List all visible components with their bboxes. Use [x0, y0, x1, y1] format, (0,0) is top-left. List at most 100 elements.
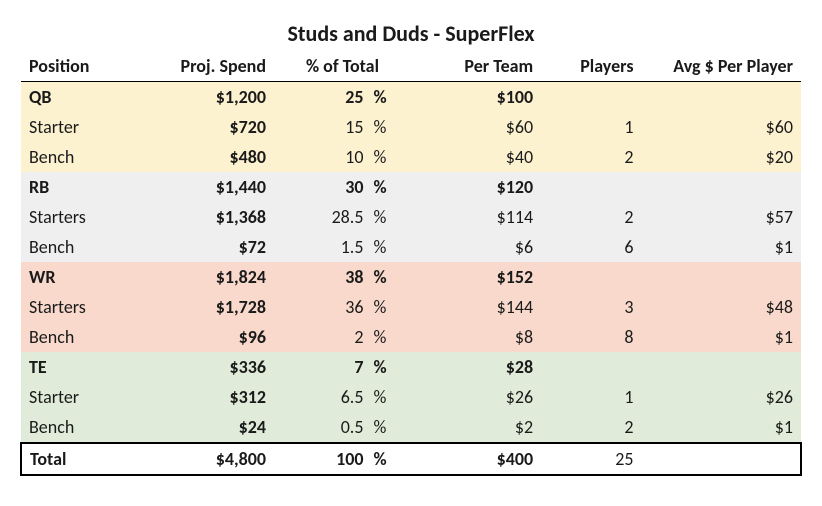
budget-table-container: Studs and Duds - SuperFlex Position Proj…: [20, 20, 802, 476]
header-players: Players: [541, 51, 641, 82]
cell-pct-sym: %: [371, 82, 409, 113]
cell-pct-sym: %: [371, 382, 409, 412]
group-header-qb: QB$1,20025%$100: [21, 82, 801, 113]
cell-perteam: $100: [409, 82, 541, 113]
cell-perteam: $400: [409, 443, 541, 475]
cell-spend: $1,440: [140, 172, 274, 202]
cell-spend: $96: [140, 322, 274, 352]
cell-avg: $26: [642, 382, 801, 412]
cell-spend: $1,824: [140, 262, 274, 292]
cell-pct-num: 38: [274, 262, 371, 292]
cell-perteam: $2: [409, 412, 541, 443]
cell-pct-sym: %: [371, 262, 409, 292]
cell-position: Bench: [21, 142, 140, 172]
cell-avg: $1: [642, 322, 801, 352]
cell-pct-num: 30: [274, 172, 371, 202]
cell-perteam: $26: [409, 382, 541, 412]
cell-players: 2: [541, 412, 641, 443]
cell-pct-num: 0.5: [274, 412, 371, 443]
table-title: Studs and Duds - SuperFlex: [20, 20, 802, 47]
cell-spend: $336: [140, 352, 274, 382]
cell-players: 1: [541, 112, 641, 142]
cell-avg: [642, 82, 801, 113]
cell-pct-sym: %: [371, 322, 409, 352]
header-position: Position: [21, 51, 140, 82]
cell-spend: $480: [140, 142, 274, 172]
cell-perteam: $152: [409, 262, 541, 292]
table-row: Starter$3126.5%$261$26: [21, 382, 801, 412]
cell-position: WR: [21, 262, 140, 292]
group-header-wr: WR$1,82438%$152: [21, 262, 801, 292]
cell-avg: [642, 352, 801, 382]
cell-position: RB: [21, 172, 140, 202]
cell-pct-sym: %: [371, 232, 409, 262]
cell-avg: [642, 262, 801, 292]
header-per-team: Per Team: [409, 51, 541, 82]
table-row: Starter$72015%$601$60: [21, 112, 801, 142]
cell-spend: $24: [140, 412, 274, 443]
cell-pct-sym: %: [371, 292, 409, 322]
cell-pct-sym: %: [371, 412, 409, 443]
table-row: Bench$48010%$402$20: [21, 142, 801, 172]
cell-players: 25: [541, 443, 641, 475]
table-row: Bench$721.5%$66$1: [21, 232, 801, 262]
cell-pct-sym: %: [371, 202, 409, 232]
table-row: Bench$240.5%$22$1: [21, 412, 801, 443]
cell-players: 1: [541, 382, 641, 412]
table-body: QB$1,20025%$100Starter$72015%$601$60Benc…: [21, 82, 801, 476]
cell-pct-sym: %: [371, 142, 409, 172]
cell-position: Bench: [21, 322, 140, 352]
cell-players: 2: [541, 202, 641, 232]
cell-players: 6: [541, 232, 641, 262]
cell-players: 2: [541, 142, 641, 172]
cell-pct-sym: %: [371, 112, 409, 142]
cell-pct-sym: %: [371, 443, 409, 475]
cell-pct-num: 25: [274, 82, 371, 113]
cell-position: Bench: [21, 232, 140, 262]
cell-pct-sym: %: [371, 172, 409, 202]
total-row: Total$4,800100%$40025: [21, 443, 801, 475]
cell-spend: $1,200: [140, 82, 274, 113]
budget-table: Position Proj. Spend % of Total Per Team…: [20, 51, 802, 476]
cell-position: Starters: [21, 292, 140, 322]
cell-perteam: $144: [409, 292, 541, 322]
group-header-te: TE$3367%$28: [21, 352, 801, 382]
cell-avg: $48: [642, 292, 801, 322]
cell-avg: [642, 172, 801, 202]
cell-pct-num: 1.5: [274, 232, 371, 262]
cell-position: Starters: [21, 202, 140, 232]
table-row: Starters$1,36828.5%$1142$57: [21, 202, 801, 232]
cell-perteam: $114: [409, 202, 541, 232]
cell-spend: $4,800: [140, 443, 274, 475]
cell-pct-num: 15: [274, 112, 371, 142]
cell-pct-num: 6.5: [274, 382, 371, 412]
cell-pct-num: 10: [274, 142, 371, 172]
cell-pct-num: 100: [274, 443, 371, 475]
cell-pct-num: 7: [274, 352, 371, 382]
cell-perteam: $60: [409, 112, 541, 142]
cell-avg: $60: [642, 112, 801, 142]
cell-perteam: $120: [409, 172, 541, 202]
cell-position: TE: [21, 352, 140, 382]
cell-position: Bench: [21, 412, 140, 443]
cell-spend: $720: [140, 112, 274, 142]
table-row: Bench$962%$88$1: [21, 322, 801, 352]
cell-pct-num: 36: [274, 292, 371, 322]
header-row: Position Proj. Spend % of Total Per Team…: [21, 51, 801, 82]
cell-position: Starter: [21, 382, 140, 412]
cell-avg: $1: [642, 232, 801, 262]
header-avg: Avg $ Per Player: [642, 51, 801, 82]
cell-pct-sym: %: [371, 352, 409, 382]
cell-players: [541, 82, 641, 113]
cell-players: [541, 352, 641, 382]
cell-players: 8: [541, 322, 641, 352]
cell-perteam: $40: [409, 142, 541, 172]
cell-position: Starter: [21, 112, 140, 142]
cell-pct-num: 2: [274, 322, 371, 352]
cell-pct-num: 28.5: [274, 202, 371, 232]
header-pct-total: % of Total: [274, 51, 409, 82]
cell-players: [541, 172, 641, 202]
cell-position: QB: [21, 82, 140, 113]
cell-spend: $72: [140, 232, 274, 262]
cell-perteam: $6: [409, 232, 541, 262]
